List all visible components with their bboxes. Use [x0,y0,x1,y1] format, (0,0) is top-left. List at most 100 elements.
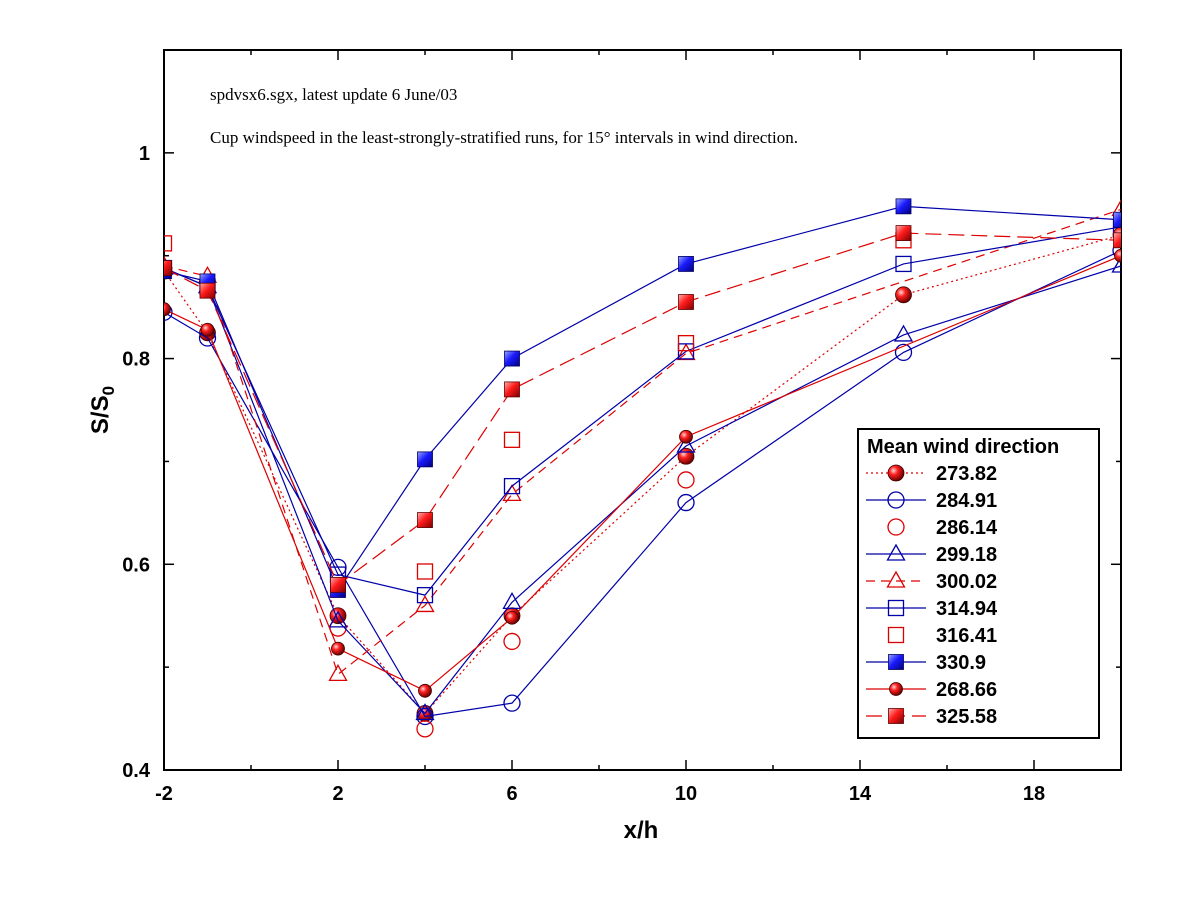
series-line [164,234,1121,715]
data-point [417,512,433,528]
legend: Mean wind direction 273.82 284.91 286.14 29… [857,428,1100,739]
legend-item-273.82: 273.82 [866,463,997,485]
x-tick-label: -2 [155,783,173,805]
series-line [164,205,1121,592]
series-line [164,250,1121,718]
svg-text:S/S0: S/S0 [87,386,118,434]
data-point [677,343,695,360]
data-point [416,720,434,738]
data-point [164,260,172,276]
legend-marker [887,626,905,644]
data-point [415,595,435,613]
series-line [164,265,1121,715]
annotation-description: Cup windspeed in the least-strongly-stra… [210,128,798,147]
legend-item-316.41: 316.41 [887,625,997,647]
legend-marker [888,708,904,724]
legend-marker [886,570,906,588]
y-axis-label-sub: 0 [99,386,118,395]
data-point [200,322,215,337]
legend-item-268.66: 268.66 [866,679,997,701]
legend-marker [887,464,905,482]
data-point [1111,255,1121,273]
data-point [677,471,695,489]
series-line [164,232,1121,586]
data-point [164,302,171,317]
data-point [417,451,433,468]
data-point [164,235,173,252]
data-point [502,484,522,501]
legend-label: 314.94 [936,598,998,620]
series-268.66 [164,248,1121,698]
y-tick-label: 1 [139,143,150,165]
legend-label: 286.14 [936,517,998,539]
data-point [677,334,695,352]
data-point [164,303,173,321]
legend-title: Mean wind direction [867,436,1059,458]
data-point [676,435,696,453]
data-point [677,493,695,512]
series-line [164,208,1121,676]
y-axis-label: S/S0 [87,386,118,434]
y-tick-label: 0.6 [122,554,150,576]
series-286.14 [329,471,695,738]
data-point [895,255,912,273]
legend-label: 325.58 [936,706,997,728]
legend-marker [887,491,905,509]
data-point [895,198,912,215]
data-point [415,703,435,721]
data-point [1113,232,1121,249]
legend-marker [887,518,905,536]
legend-label: 299.18 [936,544,997,566]
data-point [331,641,345,656]
data-point [895,286,912,304]
data-point [416,586,434,604]
legend-item-314.94: 314.94 [866,598,998,620]
x-tick-label: 6 [506,783,517,805]
legend-item-330.9: 330.9 [866,652,986,674]
x-tick-label: 10 [675,783,697,805]
data-point [895,225,912,241]
y-tick-label: 0.8 [122,349,150,371]
legend-item-284.91: 284.91 [866,490,997,512]
data-point [199,282,216,299]
data-point [504,350,520,367]
x-tick-label: 14 [849,783,872,805]
legend-marker [887,599,905,617]
data-point [503,632,521,651]
legend-marker [888,654,904,670]
legend-item-300.02: 300.02 [866,570,997,593]
legend-label: 284.91 [936,490,997,512]
plot-frame [163,49,1122,771]
data-point [330,576,346,593]
x-axis-label: x/h [624,817,659,844]
data-point [505,610,519,625]
data-point [503,431,521,448]
legend-item-286.14: 286.14 [887,517,998,539]
data-point [1114,248,1121,263]
series-layer [164,198,1121,738]
legend-label: 268.66 [936,679,997,701]
legend-label: 316.41 [936,625,997,647]
series-316.41 [164,232,912,580]
legend-item-299.18: 299.18 [866,543,997,566]
data-point [1111,199,1121,217]
legend-label: 330.9 [936,652,986,674]
data-point [328,664,348,681]
data-point [678,256,694,272]
x-tick-label: 2 [332,783,343,805]
legend-marker [886,543,906,561]
data-point [503,477,521,495]
x-tick-label: 18 [1023,783,1045,805]
tick-labels: -2 2 6 10 14 18 0.4 0.6 0.8 1 [122,143,1045,805]
data-point [416,707,434,726]
data-point [893,324,914,342]
data-point [416,563,434,580]
series-325.58 [164,225,1121,593]
legend-marker [889,682,903,696]
legend-label: 300.02 [936,571,997,593]
data-point [1113,211,1121,228]
data-point [418,683,432,698]
annotation-filename: spdvsx6.sgx, latest update 6 June/03 [210,85,457,104]
data-point [504,381,520,398]
